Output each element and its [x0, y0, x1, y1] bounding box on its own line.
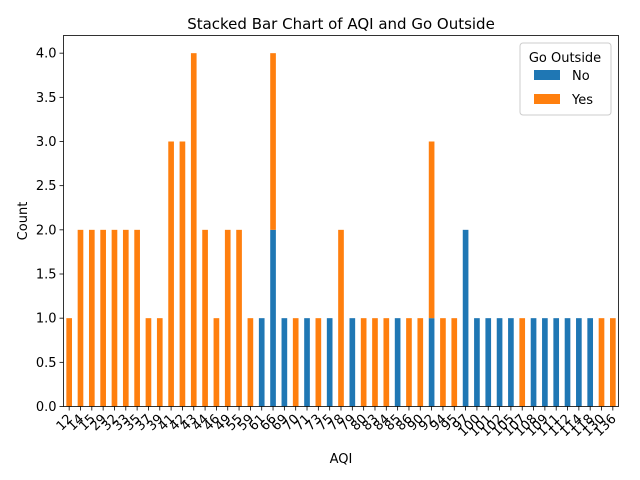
- bar-no-97: [462, 229, 469, 407]
- bar-yes-41: [168, 141, 174, 407]
- legend-label-yes: Yes: [571, 93, 593, 108]
- bar-no-111: [553, 318, 560, 407]
- y-axis-label: Count: [16, 202, 31, 241]
- y-tick-label: 2.5: [36, 179, 57, 194]
- bar-yes-94: [440, 318, 446, 407]
- bar-yes-39: [156, 318, 163, 407]
- bar-yes-92: [428, 141, 435, 319]
- chart-title: Stacked Bar Chart of AQI and Go Outside: [187, 15, 495, 33]
- legend-swatch-no: [534, 70, 560, 80]
- x-axis: 1214152932333537394142434446495559616669…: [54, 406, 620, 440]
- y-tick-label: 1.0: [36, 312, 57, 327]
- y-tick-label: 3.5: [36, 91, 57, 106]
- bar-no-102: [496, 318, 503, 407]
- bar-yes-32: [111, 229, 118, 407]
- plot-frame: [63, 35, 619, 407]
- y-tick-label: 0.5: [36, 356, 57, 371]
- bar-no-105: [508, 318, 514, 407]
- bar-yes-83: [372, 318, 378, 407]
- x-axis-label: AQI: [330, 452, 353, 467]
- y-tick-label: 0.0: [36, 400, 57, 415]
- bar-yes-15: [88, 229, 95, 407]
- bar-no-112: [564, 318, 571, 407]
- bar-yes-42: [179, 141, 186, 407]
- bar-yes-73: [315, 318, 322, 407]
- bar-no-71: [304, 318, 310, 407]
- bar-no-69: [281, 318, 288, 407]
- bar-yes-107: [519, 318, 526, 407]
- bar-no-61: [258, 318, 265, 407]
- bar-yes-46: [213, 318, 220, 407]
- bar-no-92: [428, 318, 435, 407]
- bar-yes-70: [292, 318, 299, 407]
- legend-swatch-yes: [534, 94, 560, 104]
- bar-yes-59: [247, 318, 254, 407]
- bar-yes-49: [224, 229, 231, 407]
- bar-yes-44: [202, 229, 208, 407]
- bar-no-75: [326, 318, 333, 407]
- bar-yes-80: [360, 318, 367, 407]
- legend-title: Go Outside: [529, 51, 601, 66]
- bar-yes-66: [270, 53, 276, 230]
- bar-yes-35: [134, 229, 140, 407]
- bar-no-100: [474, 318, 480, 407]
- bar-no-114: [576, 318, 582, 407]
- bar-no-101: [485, 318, 492, 407]
- bar-no-66: [270, 229, 276, 407]
- bar-yes-90: [417, 318, 424, 407]
- bar-yes-12: [66, 318, 72, 407]
- bar-no-108: [530, 318, 537, 407]
- y-tick-label: 3.0: [36, 135, 57, 150]
- bar-yes-130: [598, 318, 605, 407]
- y-tick-label: 2.0: [36, 223, 57, 238]
- bar-no-118: [587, 318, 594, 407]
- bar-yes-86: [406, 318, 412, 407]
- bar-yes-29: [100, 229, 106, 407]
- bar-no-109: [542, 318, 548, 407]
- bar-yes-84: [383, 318, 390, 407]
- bar-yes-43: [190, 53, 197, 407]
- bar-yes-136: [610, 318, 616, 407]
- bar-no-79: [349, 318, 356, 407]
- bar-yes-33: [122, 229, 129, 407]
- y-tick-label: 1.5: [36, 268, 57, 283]
- bar-yes-37: [145, 318, 152, 407]
- bar-yes-78: [338, 229, 344, 407]
- y-tick-label: 4.0: [36, 47, 57, 62]
- bars-group: [66, 53, 616, 407]
- legend: Go Outside No Yes: [519, 42, 612, 116]
- bar-yes-55: [236, 229, 242, 407]
- legend-label-no: No: [572, 69, 590, 84]
- y-axis: 0.0 0.5 1.0 1.5 2.0 2.5 3.0 3.5 4.0: [36, 47, 64, 415]
- bar-yes-95: [451, 318, 458, 407]
- bar-yes-14: [77, 229, 84, 407]
- bar-no-85: [394, 318, 401, 407]
